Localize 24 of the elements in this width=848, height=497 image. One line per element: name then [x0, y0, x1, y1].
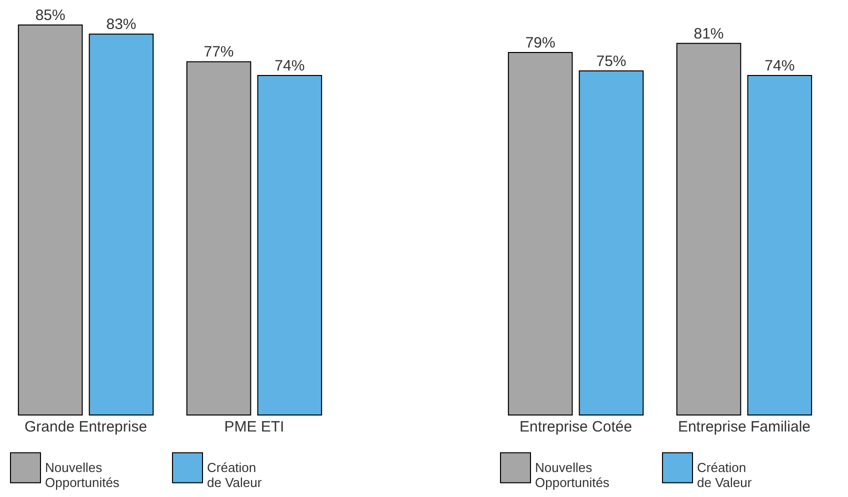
legend-label: Nouvelles Opportunités [45, 460, 120, 490]
data-label: 77% [204, 44, 234, 61]
bar [88, 34, 154, 416]
legend-label: Création de Valeur [697, 460, 752, 490]
data-label: 75% [596, 52, 626, 70]
x-tick-label: Entreprise Cotée [520, 418, 632, 436]
bar [257, 74, 322, 416]
data-label: 81% [694, 25, 724, 42]
data-label: 74% [274, 57, 305, 74]
bar [578, 70, 644, 416]
data-label: 79% [525, 34, 556, 52]
data-label: 83% [106, 16, 136, 34]
legend-label: Nouvelles Opportunités [535, 460, 610, 490]
bar [676, 42, 742, 416]
bar [18, 24, 83, 416]
x-tick-label: Entreprise Familiale [678, 418, 810, 436]
bar [186, 61, 252, 416]
x-tick-label: Grande Entreprise [24, 418, 148, 436]
data-label: 74% [764, 57, 795, 74]
legend-label: Création de Valeur [207, 460, 262, 490]
bar [747, 74, 812, 416]
x-tick-label: PME ETI [224, 418, 284, 436]
bar [508, 52, 573, 416]
data-label: 85% [35, 7, 66, 24]
